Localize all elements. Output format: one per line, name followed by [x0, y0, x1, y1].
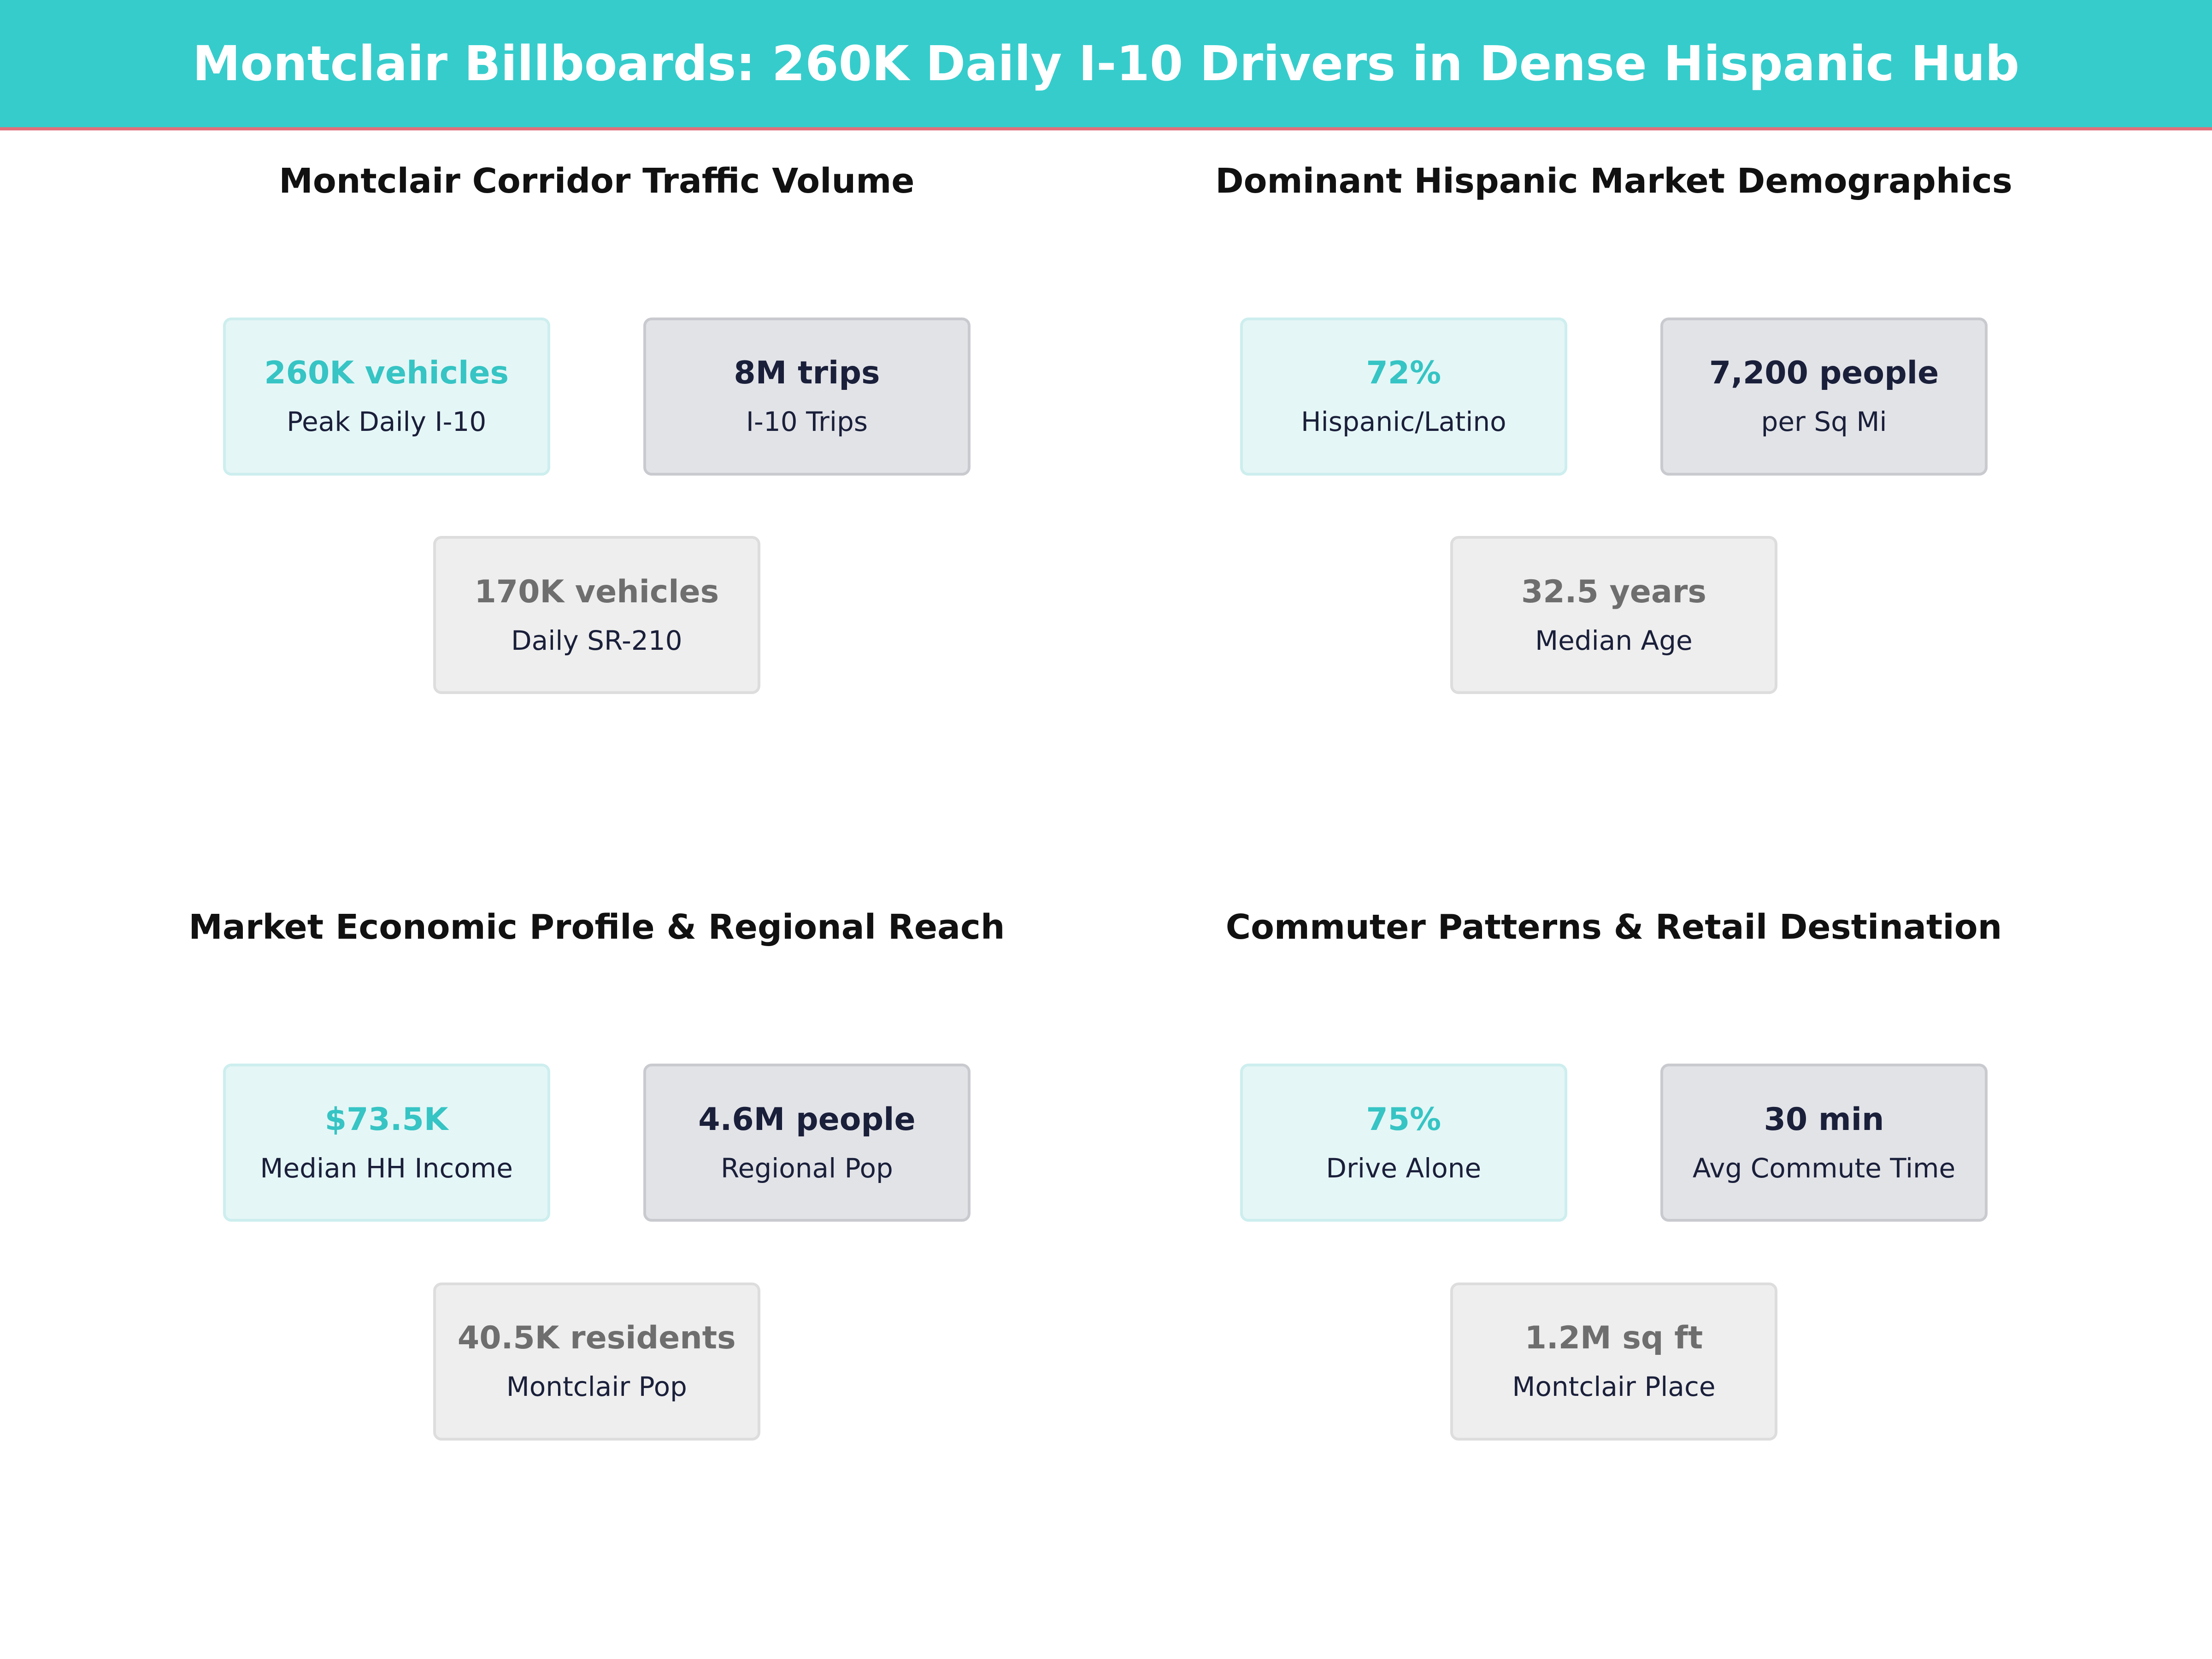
kpi-value: 72% [1366, 355, 1441, 392]
panel-title: Commuter Patterns & Retail Destination [1225, 907, 2002, 947]
kpi-label: Median Age [1535, 624, 1693, 656]
kpi-card: 170K vehicles Daily SR-210 [433, 536, 760, 694]
kpi-card: $73.5K Median HH Income [223, 1064, 550, 1222]
kpi-label: Montclair Pop [506, 1371, 687, 1403]
kpi-label: Hispanic/Latino [1301, 406, 1506, 438]
kpi-value: 8M trips [734, 355, 880, 392]
panel-title: Dominant Hispanic Market Demographics [1215, 161, 2012, 201]
kpi-card: 72% Hispanic/Latino [1240, 317, 1567, 476]
header-title: Montclair Billboards: 260K Daily I-10 Dr… [192, 35, 2020, 92]
panel-title: Montclair Corridor Traffic Volume [279, 161, 915, 201]
kpi-value: 7,200 people [1709, 355, 1939, 392]
kpi-label: Median HH Income [260, 1152, 513, 1184]
kpi-card: 260K vehicles Peak Daily I-10 [223, 317, 550, 476]
kpi-label: Avg Commute Time [1692, 1152, 1956, 1184]
kpi-value: 40.5K residents [457, 1320, 736, 1357]
kpi-card: 32.5 years Median Age [1450, 536, 1777, 694]
kpi-value: 32.5 years [1521, 573, 1706, 610]
kpi-label: Drive Alone [1326, 1152, 1482, 1184]
kpi-card: 1.2M sq ft Montclair Place [1450, 1282, 1777, 1441]
kpi-value: 1.2M sq ft [1524, 1320, 1703, 1357]
kpi-label: I-10 Trips [746, 406, 868, 438]
kpi-label: Daily SR-210 [511, 624, 682, 656]
kpi-label: Peak Daily I-10 [287, 406, 487, 438]
kpi-card: 40.5K residents Montclair Pop [433, 1282, 760, 1441]
header: Montclair Billboards: 260K Daily I-10 Dr… [0, 0, 2212, 130]
kpi-label: Montclair Place [1512, 1371, 1716, 1403]
kpi-card: 8M trips I-10 Trips [643, 317, 971, 476]
kpi-value: 260K vehicles [264, 355, 509, 392]
kpi-card: 75% Drive Alone [1240, 1064, 1567, 1222]
kpi-value: 75% [1366, 1101, 1441, 1138]
panel-title: Market Economic Profile & Regional Reach [188, 907, 1005, 947]
kpi-value: 30 min [1764, 1101, 1884, 1138]
kpi-label: Regional Pop [720, 1152, 893, 1184]
kpi-value: 4.6M people [698, 1101, 916, 1138]
kpi-card: 7,200 people per Sq Mi [1660, 317, 1988, 476]
kpi-value: $73.5K [324, 1101, 448, 1138]
kpi-card: 4.6M people Regional Pop [643, 1064, 971, 1222]
kpi-value: 170K vehicles [474, 573, 719, 610]
kpi-label: per Sq Mi [1761, 406, 1887, 438]
kpi-card: 30 min Avg Commute Time [1660, 1064, 1988, 1222]
